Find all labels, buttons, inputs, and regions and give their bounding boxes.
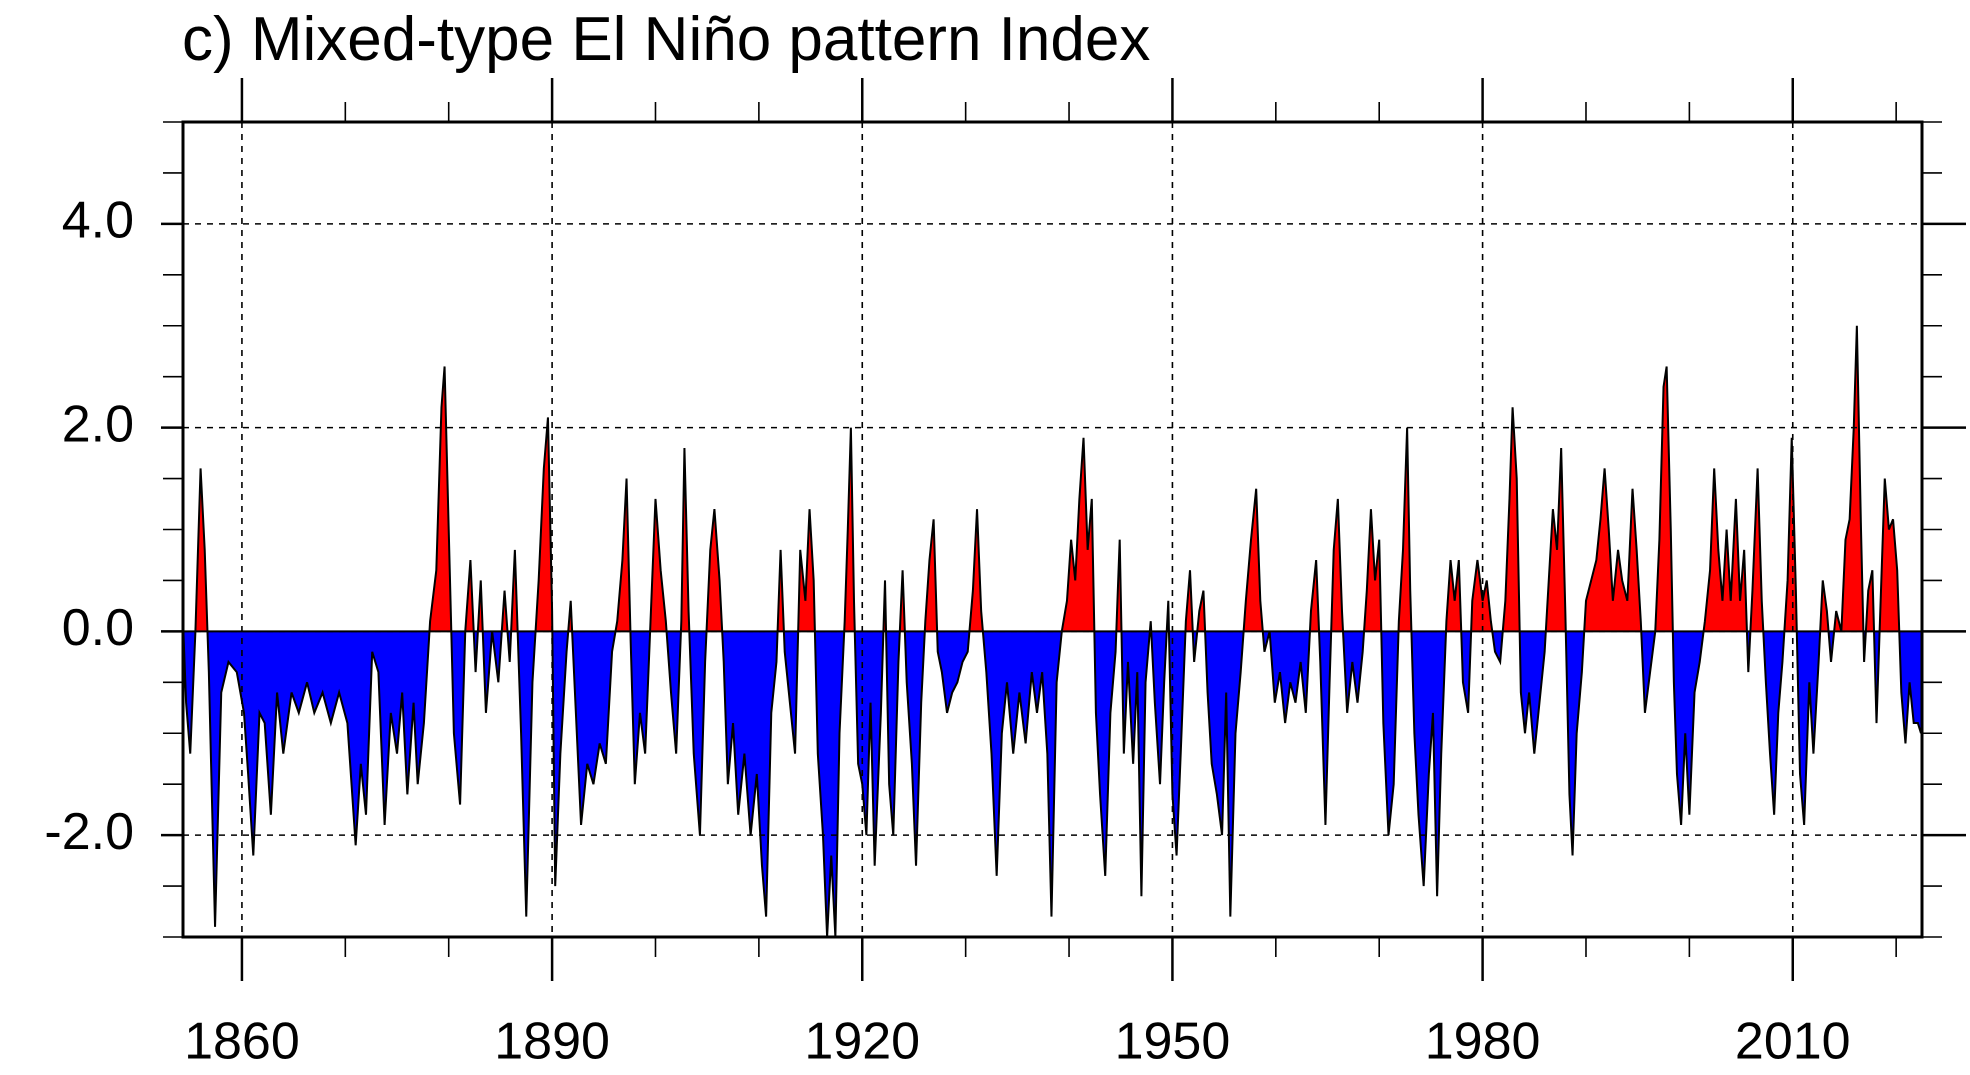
y-tick-label: 4.0 [62, 192, 134, 250]
index-line [183, 325, 1922, 937]
x-tick-label: 1980 [1425, 1013, 1541, 1070]
y-tick-label: 2.0 [62, 395, 134, 453]
plot-frame [181, 120, 1924, 939]
x-tick-label: 2010 [1735, 1013, 1851, 1070]
y-tick-label: -2.0 [44, 803, 134, 861]
x-tick-label: 1890 [494, 1013, 610, 1070]
x-tick-label: 1860 [184, 1013, 300, 1070]
x-tick-label: 1920 [804, 1013, 920, 1070]
y-tick-label: 0.0 [62, 599, 134, 657]
negative-area [183, 631, 1921, 937]
x-tick-label: 1950 [1115, 1013, 1231, 1070]
chart-title: c) Mixed-type El Niño pattern Index [182, 5, 1150, 74]
